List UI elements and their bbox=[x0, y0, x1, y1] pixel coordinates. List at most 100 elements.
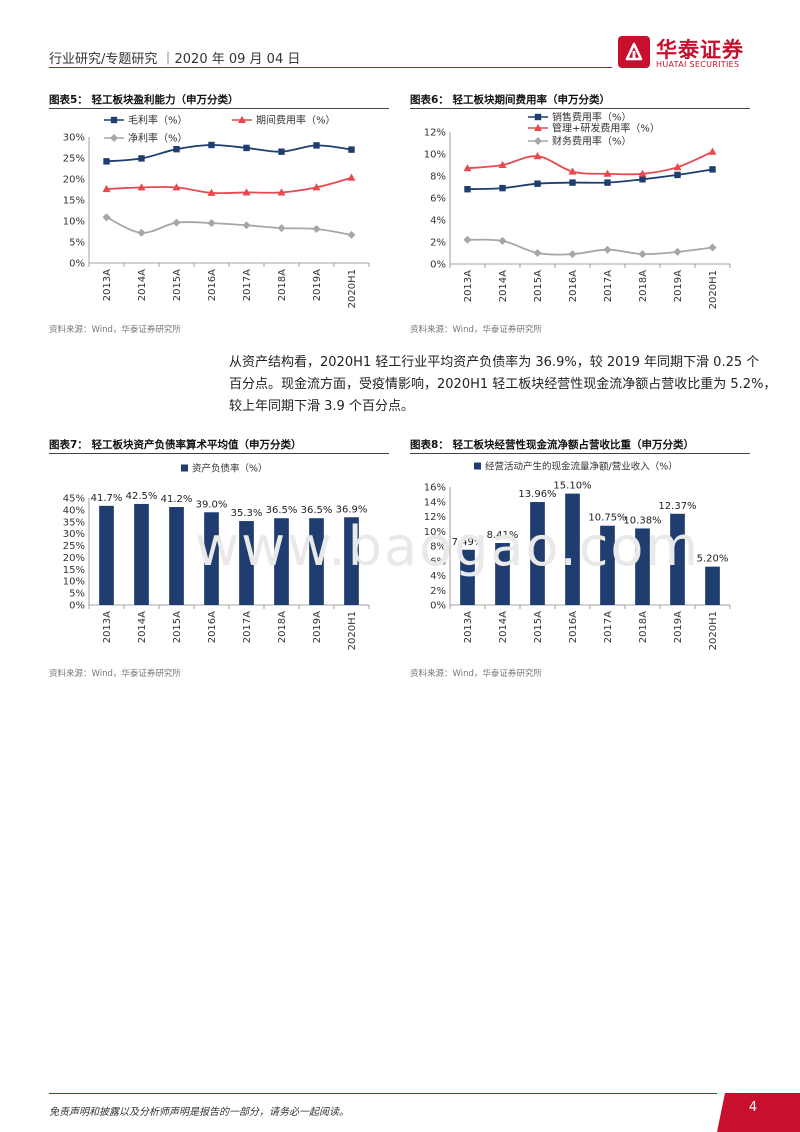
y-tick-label: 20% bbox=[63, 175, 85, 186]
bar bbox=[309, 518, 324, 605]
x-tick-label: 2020H1 bbox=[708, 611, 719, 650]
data-point bbox=[708, 243, 717, 252]
data-point bbox=[313, 142, 320, 149]
legend-marker bbox=[110, 134, 118, 142]
x-tick-label: 2020H1 bbox=[708, 270, 719, 309]
data-point bbox=[639, 176, 646, 183]
legend-marker bbox=[534, 113, 542, 121]
report-header-text: 行业研究/专题研究 ｜2020 年 09 月 04 日 bbox=[49, 52, 301, 67]
bar bbox=[670, 513, 685, 605]
data-point bbox=[278, 148, 285, 155]
paragraph-line: 百分点。现金流方面，受疫情影响，2020H1 轻工板块经营性现金流净额占营收比重… bbox=[229, 377, 777, 392]
data-point bbox=[208, 141, 215, 149]
data-point bbox=[242, 221, 251, 230]
data-label: 5.20% bbox=[697, 554, 729, 565]
data-point bbox=[277, 188, 286, 196]
x-tick-label: 2018A bbox=[638, 611, 649, 643]
bar bbox=[134, 503, 149, 605]
x-tick-label: 2016A bbox=[207, 611, 218, 643]
data-label: 10.38% bbox=[623, 515, 661, 526]
x-tick-label: 2019A bbox=[312, 611, 323, 643]
x-tick-label: 2016A bbox=[568, 611, 579, 643]
y-tick-label: 0% bbox=[430, 601, 446, 612]
x-tick-label: 2017A bbox=[242, 269, 253, 301]
data-point bbox=[207, 219, 216, 228]
legend-label: 经营活动产生的现金流量净额/营业收入（%） bbox=[485, 461, 678, 473]
fig6-title-rule bbox=[410, 108, 750, 109]
bar bbox=[495, 542, 510, 605]
y-tick-label: 10% bbox=[63, 577, 85, 588]
x-tick-label: 2018A bbox=[277, 611, 288, 643]
y-tick-label: 5% bbox=[69, 238, 85, 249]
x-tick-label: 2015A bbox=[533, 611, 544, 643]
y-tick-label: 5% bbox=[69, 589, 85, 600]
x-tick-label: 2014A bbox=[498, 611, 509, 643]
bar bbox=[204, 512, 219, 605]
data-label: 36.5% bbox=[301, 505, 333, 516]
logo-english-name: HUATAI SECURITIES bbox=[656, 60, 740, 69]
y-tick-label: 0% bbox=[69, 601, 85, 612]
data-point bbox=[674, 171, 681, 179]
y-tick-label: 0% bbox=[69, 259, 85, 270]
data-point bbox=[569, 179, 576, 186]
legend-label: 毛利率（%） bbox=[128, 114, 188, 127]
y-tick-label: 4% bbox=[430, 216, 446, 227]
data-point bbox=[172, 218, 181, 227]
paragraph-line: 从资产结构看，2020H1 轻工行业平均资产负债率为 36.9%，较 2019 … bbox=[229, 355, 760, 370]
x-tick-label: 2016A bbox=[568, 270, 579, 302]
data-point bbox=[708, 147, 717, 155]
analysis-paragraph: 从资产结构看，2020H1 轻工行业平均资产负债率为 36.9%，较 2019 … bbox=[229, 352, 777, 418]
y-tick-label: 6% bbox=[430, 194, 446, 205]
data-point bbox=[534, 180, 541, 187]
legend-label: 管理+研发费用率（%） bbox=[552, 122, 660, 135]
bar bbox=[565, 493, 580, 605]
data-label: 42.5% bbox=[126, 491, 158, 502]
legend-label: 销售费用率（%） bbox=[552, 112, 632, 124]
page-number: 4 bbox=[748, 1100, 758, 1115]
bar bbox=[169, 507, 184, 605]
footer-divider bbox=[49, 1093, 717, 1094]
x-tick-label: 2020H1 bbox=[347, 269, 358, 308]
x-tick-label: 2020H1 bbox=[347, 611, 358, 650]
bar bbox=[530, 502, 545, 605]
y-tick-label: 15% bbox=[63, 565, 85, 576]
legend-marker bbox=[534, 123, 542, 131]
x-tick-label: 2013A bbox=[463, 611, 474, 643]
fig6-title: 图表6： 轻工板块期间费用率（申万分类） bbox=[410, 94, 610, 106]
x-tick-label: 2018A bbox=[277, 269, 288, 301]
data-label: 13.96% bbox=[518, 489, 556, 500]
data-point bbox=[312, 224, 321, 233]
y-tick-label: 15% bbox=[63, 196, 85, 207]
y-tick-label: 25% bbox=[63, 541, 85, 552]
bar bbox=[600, 525, 615, 605]
x-tick-label: 2013A bbox=[102, 611, 113, 643]
data-point bbox=[103, 158, 110, 165]
data-label: 36.9% bbox=[336, 504, 368, 515]
bar bbox=[99, 505, 114, 605]
data-point bbox=[312, 183, 321, 191]
data-point bbox=[499, 184, 506, 192]
data-label: 41.7% bbox=[91, 493, 123, 504]
data-point bbox=[102, 213, 111, 222]
data-point bbox=[347, 230, 356, 239]
series-line bbox=[106, 176, 352, 195]
data-label: 7.49% bbox=[452, 537, 484, 548]
legend-marker bbox=[238, 115, 246, 123]
x-tick-label: 2018A bbox=[638, 270, 649, 302]
x-tick-label: 2019A bbox=[673, 611, 684, 643]
bar bbox=[460, 549, 475, 605]
data-point bbox=[172, 183, 181, 191]
fig7-source: 资料来源：Wind，华泰证券研究所 bbox=[49, 669, 181, 679]
x-tick-label: 2017A bbox=[242, 611, 253, 643]
x-tick-label: 2015A bbox=[172, 611, 183, 643]
y-tick-label: 8% bbox=[430, 542, 446, 553]
data-point bbox=[348, 146, 355, 153]
fig8-source: 资料来源：Wind，华泰证券研究所 bbox=[410, 669, 542, 679]
legend-label: 资产负债率（%） bbox=[192, 463, 268, 475]
data-label: 15.10% bbox=[553, 481, 591, 492]
data-point bbox=[138, 155, 145, 162]
legend-swatch bbox=[181, 464, 188, 472]
data-point bbox=[277, 224, 286, 233]
data-point bbox=[102, 184, 111, 193]
data-point bbox=[568, 167, 577, 175]
